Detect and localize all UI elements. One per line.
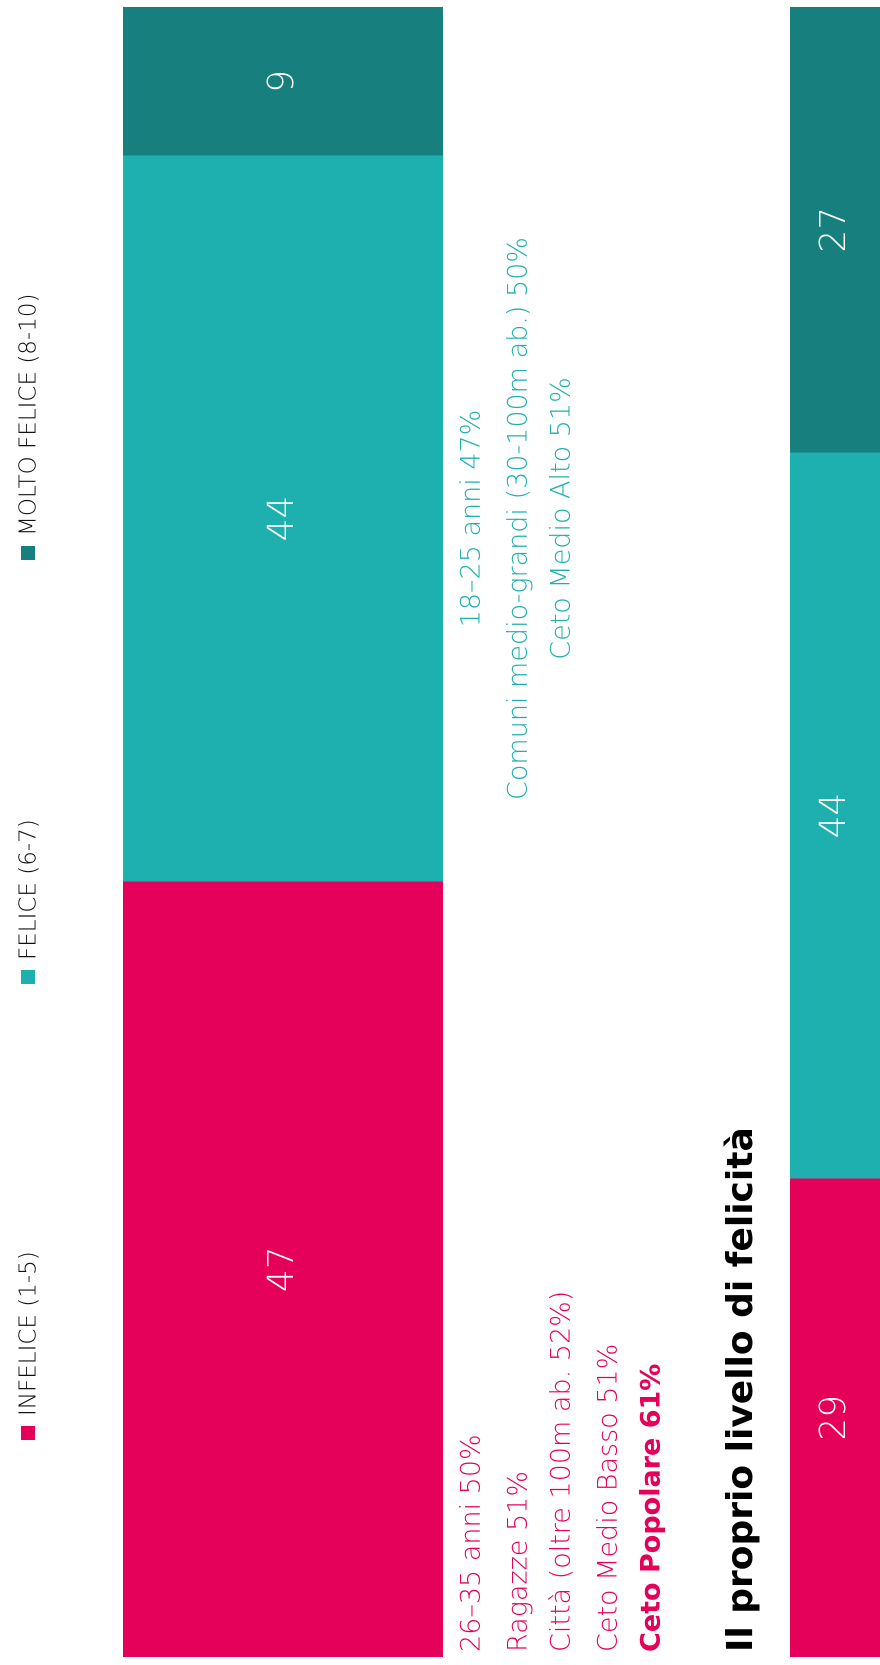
value-label: 29 (813, 1395, 854, 1441)
bar-segment (123, 881, 443, 1657)
category-label: Il proprio livello di felicità (720, 1127, 761, 1652)
bar-segment (790, 1178, 880, 1657)
annotation: Ceto Popolare 61% (636, 1364, 667, 1652)
annotation: Comuni medio-grandi (30-100m ab.) 50% (503, 237, 534, 800)
value-label: 47 (261, 1246, 302, 1292)
rotated-page: INFELICE (1-5) FELICE (6-7) MOLTO FELICE (… (16, 7, 880, 1657)
legend-marker (21, 546, 35, 560)
value-label: 27 (813, 207, 854, 253)
value-label: 44 (813, 793, 854, 839)
bar-segment (123, 7, 443, 156)
bar-segment (790, 7, 880, 453)
annotation: Città (oltre 100m ab. 52%) (546, 1291, 577, 1652)
annotation: Ceto Medio Alto 51% (546, 377, 577, 659)
annotation: Ceto Medio Basso 51% (593, 1344, 624, 1652)
value-label: 44 (261, 496, 302, 542)
legend-marker (21, 1426, 35, 1440)
annotation: 26–35 anni 50% (456, 1434, 487, 1652)
annotation: Ragazze 51% (503, 1471, 534, 1652)
bar-segment (123, 155, 443, 882)
bar-segment (790, 452, 880, 1179)
value-label: 9 (261, 70, 302, 93)
legend-label: INFELICE (1-5) (16, 1251, 42, 1416)
annotation: 18–25 anni 47% (456, 410, 487, 628)
legend-label: FELICE (6-7) (16, 819, 42, 960)
legend-marker (21, 970, 35, 984)
legend-label: MOLTO FELICE (8-10) (16, 294, 42, 536)
